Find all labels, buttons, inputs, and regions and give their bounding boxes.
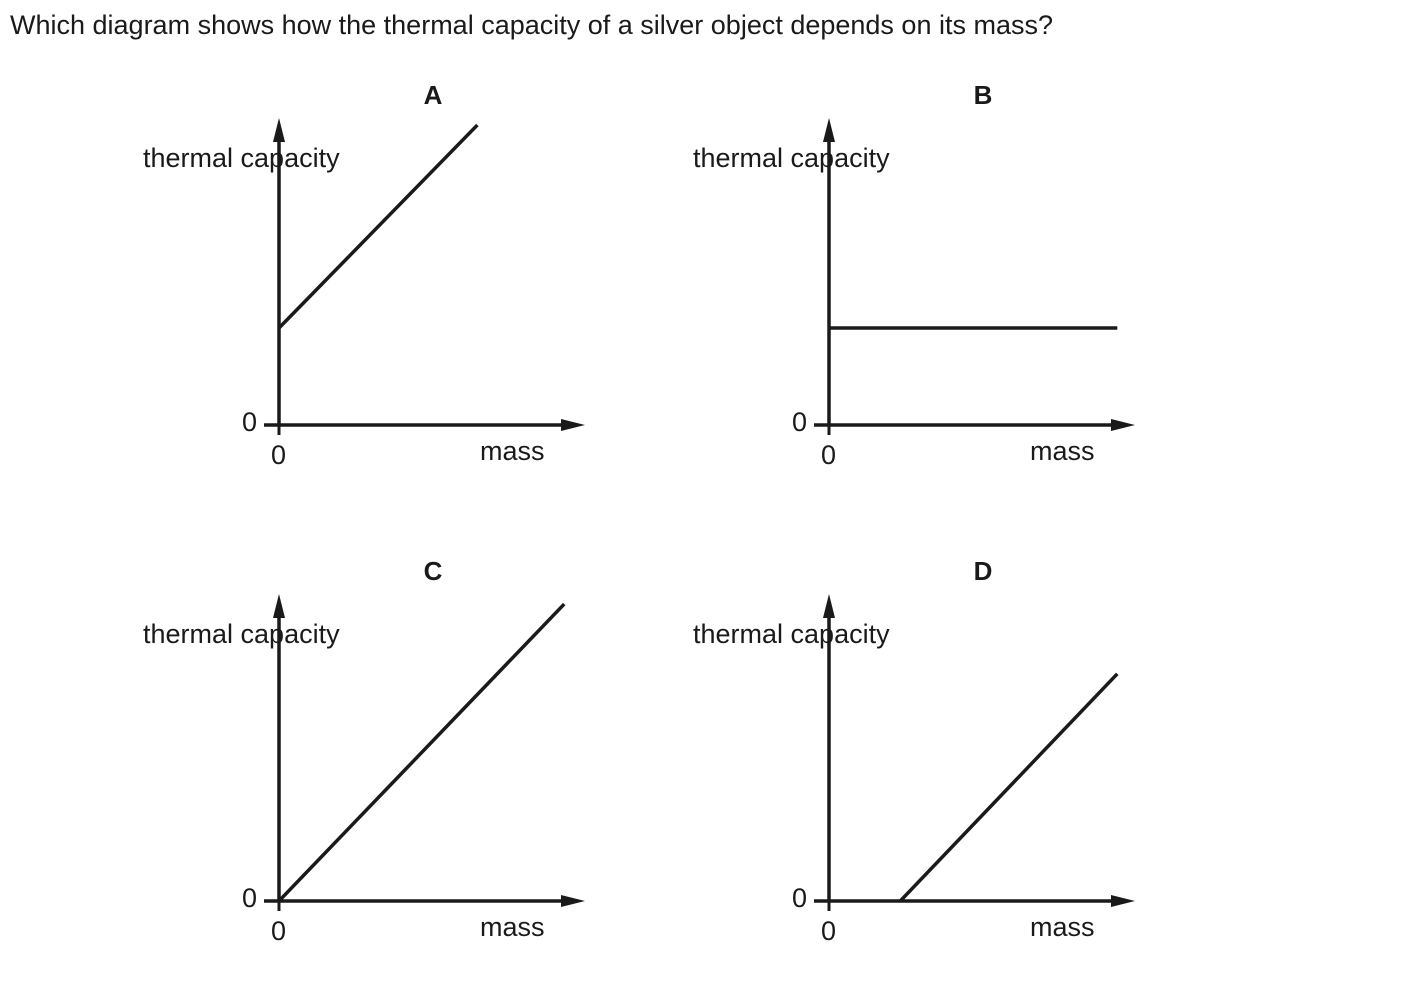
diagram-letter: A xyxy=(423,80,443,110)
y-origin-tick: 0 xyxy=(792,883,808,913)
y-axis-arrowhead xyxy=(823,594,835,618)
data-line xyxy=(277,602,566,903)
x-axis-arrowhead xyxy=(1111,419,1135,431)
x-origin-tick: 0 xyxy=(821,440,837,470)
y-axis-label: thermal capacity xyxy=(693,143,890,173)
y-axis-label: thermal capacity xyxy=(693,619,890,649)
x-origin-tick: 0 xyxy=(271,916,287,946)
question-text: Which diagram shows how the thermal capa… xyxy=(10,10,1053,40)
graph-svg xyxy=(814,118,1135,435)
x-axis-label: mass xyxy=(1030,436,1095,466)
graph-svg xyxy=(814,594,1135,911)
y-axis-arrowhead xyxy=(823,118,835,142)
diagram-a: A thermal capacity 0 0 mass xyxy=(0,60,585,530)
y-origin-tick: 0 xyxy=(242,407,258,437)
y-origin-tick: 0 xyxy=(242,883,258,913)
y-axis-label: thermal capacity xyxy=(143,619,340,649)
x-axis-label: mass xyxy=(1030,912,1095,942)
diagram-c: C thermal capacity 0 0 mass xyxy=(0,536,585,1006)
x-axis-arrowhead xyxy=(561,419,585,431)
graph-svg xyxy=(264,118,585,435)
diagram-letter: D xyxy=(973,556,993,586)
data-line xyxy=(899,672,1119,903)
diagram-d: D thermal capacity 0 0 mass xyxy=(550,536,1135,1006)
x-axis-label: mass xyxy=(480,912,545,942)
diagram-b: B thermal capacity 0 0 mass xyxy=(550,60,1135,530)
x-axis-label: mass xyxy=(480,436,545,466)
y-axis-label: thermal capacity xyxy=(143,143,340,173)
data-line xyxy=(277,123,479,330)
diagram-letter: C xyxy=(423,556,443,586)
diagram-letter: B xyxy=(973,80,993,110)
x-axis-arrowhead xyxy=(561,895,585,907)
y-origin-tick: 0 xyxy=(792,407,808,437)
y-axis-arrowhead xyxy=(273,594,285,618)
y-axis-arrowhead xyxy=(273,118,285,142)
x-axis-arrowhead xyxy=(1111,895,1135,907)
graph-svg xyxy=(264,594,585,911)
x-origin-tick: 0 xyxy=(821,916,837,946)
x-origin-tick: 0 xyxy=(271,440,287,470)
